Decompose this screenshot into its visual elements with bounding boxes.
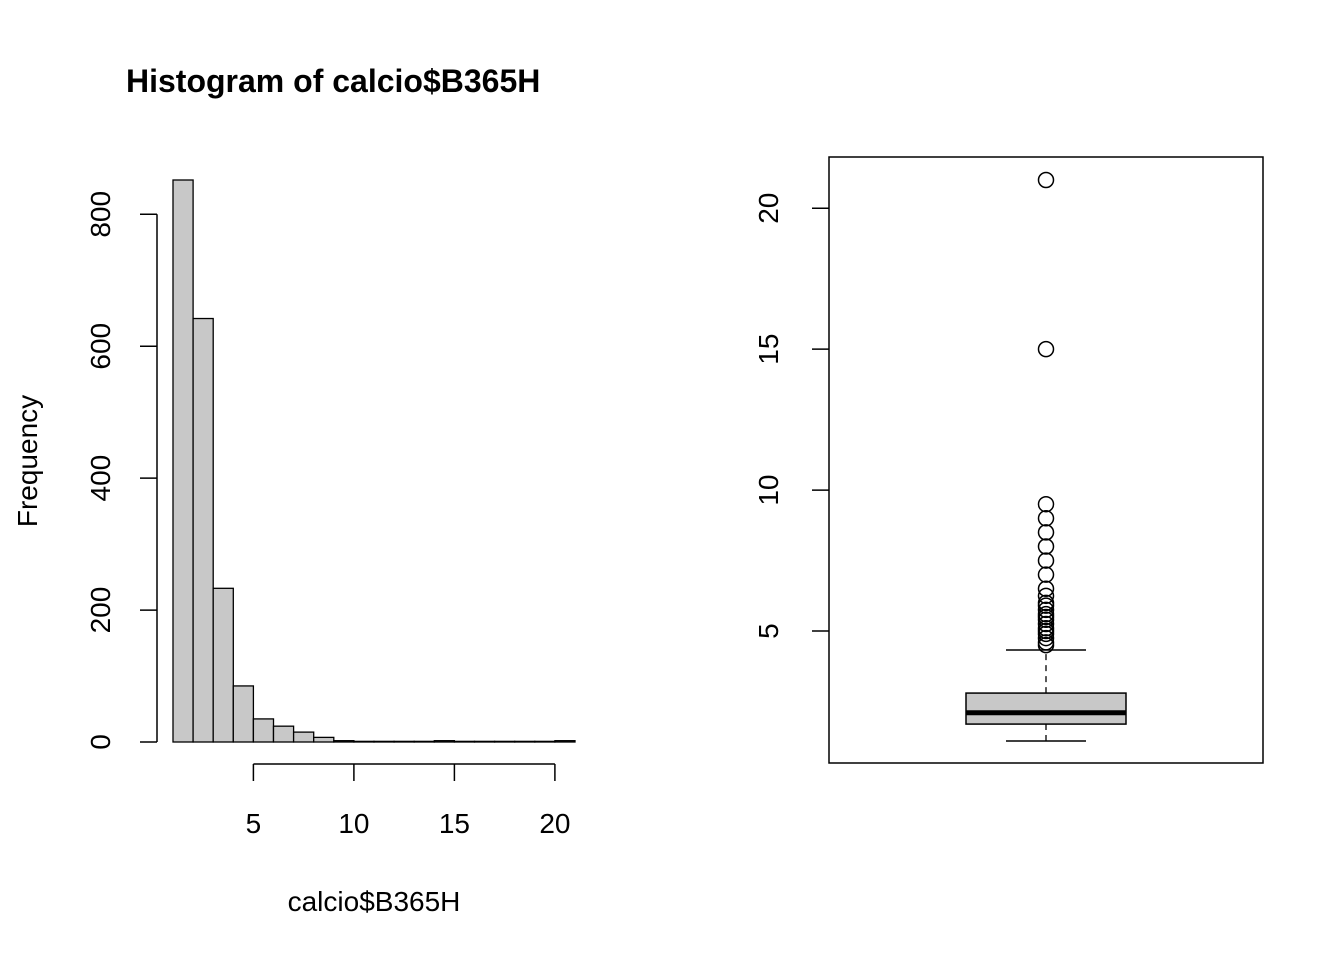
histogram-bar xyxy=(172,179,194,743)
histogram-y-tick-label: 200 xyxy=(85,587,116,634)
histogram-bar xyxy=(393,740,415,743)
histogram-x-tick-label: 5 xyxy=(246,808,262,839)
histogram-bar xyxy=(192,317,214,743)
histogram-bar xyxy=(413,740,435,743)
histogram-y-tick-label: 400 xyxy=(85,455,116,502)
histogram-bar xyxy=(232,685,255,743)
histogram-bar xyxy=(353,740,375,743)
boxplot-box xyxy=(965,692,1127,725)
histogram-bar xyxy=(554,740,576,743)
boxplot-outlier xyxy=(1037,538,1055,555)
boxplot-outlier xyxy=(1037,495,1055,513)
histogram-y-axis: 0 200 400 600 800 xyxy=(85,191,158,750)
histogram-y-axis-label: Frequency xyxy=(12,395,43,527)
boxplot-y-axis: 5 10 15 20 xyxy=(753,193,829,639)
boxplot-body xyxy=(965,649,1127,742)
boxplot-y-tick-label: 5 xyxy=(753,623,784,639)
boxplot-outlier xyxy=(1037,566,1055,583)
boxplot-panel: 5 10 15 20 xyxy=(753,156,1264,764)
boxplot-outlier xyxy=(1037,605,1055,623)
histogram-y-tick-label: 0 xyxy=(85,734,116,750)
histogram-bar xyxy=(292,731,315,743)
histogram-y-tick-label: 800 xyxy=(85,191,116,238)
boxplot-outlier xyxy=(1037,587,1055,605)
boxplot-outlier xyxy=(1037,615,1055,633)
histogram-x-axis-label: calcio$B365H xyxy=(288,886,461,917)
histogram-bar xyxy=(514,740,536,743)
boxplot-outliers xyxy=(1037,171,1055,654)
histogram-bar xyxy=(373,740,395,743)
histogram-bar xyxy=(252,718,275,743)
histogram-bar xyxy=(534,740,556,743)
boxplot-outlier xyxy=(1037,619,1055,637)
boxplot-outlier xyxy=(1037,634,1055,651)
boxplot-outlier xyxy=(1037,524,1055,541)
histogram-bar xyxy=(212,587,234,743)
boxplot-outlier xyxy=(1037,601,1055,619)
histogram-bar xyxy=(493,740,516,743)
histogram-bar xyxy=(473,740,496,743)
histogram-y-tick-label: 600 xyxy=(85,323,116,370)
boxplot-outlier xyxy=(1037,580,1055,598)
boxplot-y-tick-label: 20 xyxy=(753,193,784,224)
histogram-bar xyxy=(433,740,456,743)
histogram-x-axis: 5 10 15 20 xyxy=(246,763,570,839)
boxplot-frame xyxy=(828,156,1264,764)
histogram-panel: Histogram of calcio$B365H calcio$B365H F… xyxy=(12,63,576,917)
histogram-bar xyxy=(313,736,335,743)
histogram-x-tick-label: 20 xyxy=(539,808,570,839)
boxplot-y-tick-label: 15 xyxy=(753,334,784,365)
histogram-bar xyxy=(453,740,476,743)
boxplot-outlier xyxy=(1037,171,1055,189)
histogram-bar xyxy=(272,725,295,743)
histogram-title: Histogram of calcio$B365H xyxy=(126,63,540,99)
boxplot-outlier xyxy=(1037,629,1055,647)
histogram-bar xyxy=(333,740,355,743)
boxplot-outlier xyxy=(1037,594,1055,612)
histogram-x-tick-label: 10 xyxy=(338,808,369,839)
boxplot-y-tick-label: 10 xyxy=(753,475,784,506)
boxplot-outlier xyxy=(1037,510,1055,527)
boxplot-outlier xyxy=(1037,340,1055,358)
boxplot-outlier xyxy=(1037,552,1055,569)
histogram-bars xyxy=(172,179,576,743)
histogram-x-tick-label: 15 xyxy=(439,808,470,839)
